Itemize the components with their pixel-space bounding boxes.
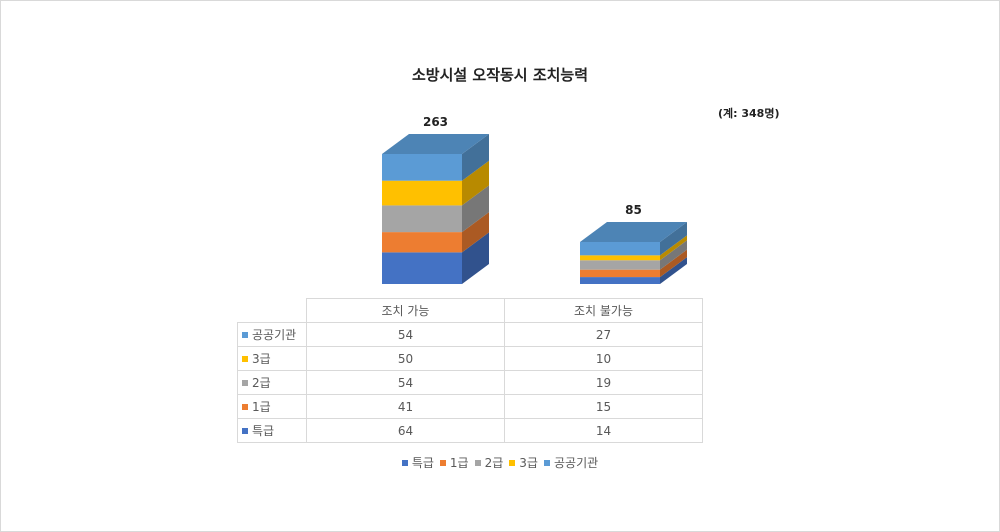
legend-item: 3급 (509, 454, 538, 471)
bar-front-1-0 (580, 277, 660, 284)
series-name: 1급 (252, 400, 271, 414)
table-row: 3급 50 10 (237, 346, 703, 371)
data-table: 조치 가능 조치 불가능 공공기관 54 27 3급 50 10 2급 54 19 1급 41 15 특… (237, 298, 703, 443)
bar-side-1-0 (660, 257, 687, 284)
legend-label: 1급 (449, 456, 469, 470)
table-cell: 50 (306, 346, 505, 371)
table-row: 특급 64 14 (237, 418, 703, 443)
table-cell: 54 (306, 370, 505, 395)
series-name: 3급 (252, 352, 271, 366)
bar-side-0-2 (462, 185, 489, 233)
table-cell: 10 (504, 346, 703, 371)
table-header-0: 조치 가능 (306, 298, 505, 323)
legend-swatch (439, 459, 446, 466)
total-note: (계: 348명) (718, 107, 780, 120)
bar-front-1-2 (580, 260, 660, 270)
legend-key-swatch (242, 403, 248, 410)
bar-top-1 (580, 221, 687, 242)
table-row: 2급 54 19 (237, 370, 703, 395)
legend-key-swatch (242, 427, 248, 434)
legend-item: 특급 (401, 454, 434, 471)
bar-front-1-3 (580, 255, 660, 261)
legend-swatch (474, 459, 481, 466)
table-corner (237, 298, 307, 323)
bar-front-0-4 (382, 154, 462, 181)
total-label-1: 85 (625, 203, 642, 217)
bar-front-1-1 (580, 269, 660, 278)
table-header-1: 조치 불가능 (504, 298, 703, 323)
table-row-header: 1급 (237, 394, 307, 419)
bar-front-0-2 (382, 205, 462, 233)
legend-swatch (543, 459, 550, 466)
legend-item: 1급 (439, 454, 469, 471)
table-row-header: 특급 (237, 418, 307, 443)
legend: 특급 1급 2급 3급 공공기관 (0, 454, 1000, 471)
table-row: 공공기관 54 27 (237, 322, 703, 347)
legend-key-swatch (242, 331, 248, 338)
table-row-header: 2급 (237, 370, 307, 395)
bar-side-1-2 (660, 240, 687, 270)
bar-side-0-1 (462, 212, 489, 253)
bar-side-1-4 (660, 221, 687, 256)
total-label-0: 263 (423, 115, 448, 129)
table-cell: 15 (504, 394, 703, 419)
table-cell: 27 (504, 322, 703, 347)
table-cell: 19 (504, 370, 703, 395)
bar-side-1-3 (660, 235, 687, 261)
table-row-header: 3급 (237, 346, 307, 371)
bar-top-0 (382, 134, 489, 154)
legend-swatch (509, 459, 516, 466)
legend-swatch (401, 459, 408, 466)
bar-side-0-4 (462, 134, 489, 181)
legend-key-swatch (242, 355, 248, 362)
legend-label: 공공기관 (553, 456, 599, 470)
legend-key-swatch (242, 379, 248, 386)
series-name: 2급 (252, 376, 271, 390)
table-cell: 14 (504, 418, 703, 443)
bar-side-0-0 (462, 232, 489, 284)
table-cell: 54 (306, 322, 505, 347)
series-name: 특급 (252, 424, 275, 438)
legend-label: 3급 (519, 456, 538, 470)
legend-label: 특급 (411, 456, 434, 470)
bar-side-1-1 (660, 249, 687, 278)
bar-front-0-3 (382, 180, 462, 206)
table-row-header: 공공기관 (237, 322, 307, 347)
table-cell: 64 (306, 418, 505, 443)
table-cell: 41 (306, 394, 505, 419)
table-body: 공공기관 54 27 3급 50 10 2급 54 19 1급 41 15 특급 64 14 (237, 322, 703, 443)
legend-item: 2급 (474, 454, 504, 471)
bar-front-0-0 (382, 252, 462, 284)
legend-label: 2급 (484, 456, 504, 470)
bar-front-1-4 (580, 241, 660, 256)
series-name: 공공기관 (252, 328, 297, 342)
legend-item: 공공기관 (543, 454, 599, 471)
chart-title: 소방시설 오작동시 조치능력 (411, 66, 589, 84)
bar-side-0-3 (462, 160, 489, 206)
table-row: 1급 41 15 (237, 394, 703, 419)
stacked-3d-bar-chart: 263 85 (382, 115, 687, 284)
bar-front-0-1 (382, 232, 462, 253)
